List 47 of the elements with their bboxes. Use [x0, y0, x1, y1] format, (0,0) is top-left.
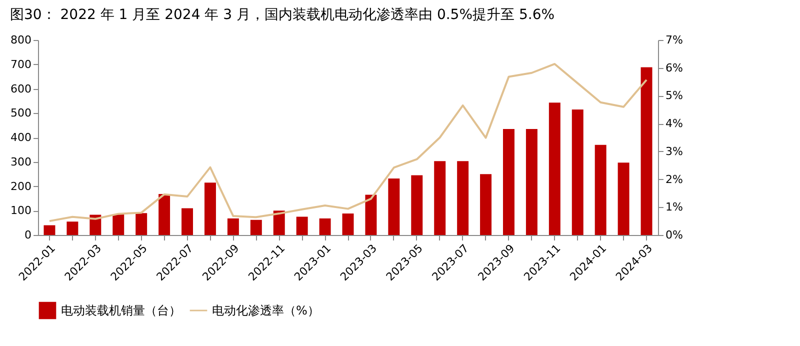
- y2-tick-label: 0%: [666, 228, 683, 242]
- y2-tick-label: 6%: [666, 61, 683, 74]
- bar: [112, 214, 124, 235]
- bar: [66, 222, 78, 235]
- bar: [158, 194, 170, 235]
- y-tick-label: 300: [10, 155, 32, 168]
- bar: [227, 218, 239, 235]
- legend-label: 电动装载机销量（台）: [61, 304, 181, 318]
- y2-tick-label: 7%: [666, 34, 683, 46]
- y-tick-label: 0: [24, 228, 32, 242]
- bar: [526, 128, 538, 235]
- y2-tick-label: 4%: [666, 117, 683, 130]
- y2-tick-label: 1%: [666, 200, 683, 214]
- legend-label: 电动化渗透率（%）: [212, 304, 320, 318]
- bar: [594, 144, 606, 235]
- y-tick-label: 500: [10, 106, 32, 120]
- bar: [296, 216, 308, 235]
- bar: [388, 178, 400, 235]
- bar: [411, 175, 423, 235]
- bar: [250, 220, 262, 235]
- y-tick-label: 100: [10, 204, 32, 218]
- y-tick-label: 200: [10, 180, 32, 193]
- bar: [434, 161, 446, 235]
- bar: [319, 218, 331, 235]
- bar: [503, 128, 514, 235]
- bar: [182, 208, 193, 235]
- bar: [204, 182, 216, 235]
- y2-tick-label: 2%: [666, 172, 683, 186]
- bar: [44, 225, 56, 235]
- y-tick-label: 400: [10, 131, 32, 144]
- y-tick-label: 700: [10, 58, 32, 71]
- line-series: [48, 62, 648, 222]
- bar: [480, 174, 492, 235]
- bar: [457, 161, 469, 235]
- y2-tick-label: 3%: [666, 144, 683, 158]
- bar: [136, 213, 148, 235]
- bar: [365, 194, 377, 235]
- chart-title: 图30： 2022 年 1 月至 2024 年 3 月，国内装载机电动化渗透率由 0.5%提升至 5.6%: [10, 7, 555, 23]
- bar: [342, 214, 354, 235]
- y2-tick-label: 5%: [666, 89, 683, 102]
- bar: [572, 109, 584, 235]
- y-tick-label: 600: [10, 82, 32, 96]
- y-tick-label: 800: [10, 34, 32, 46]
- bar: [618, 162, 630, 235]
- bar: [548, 102, 560, 235]
- bar: [640, 67, 652, 235]
- bar: [273, 210, 285, 235]
